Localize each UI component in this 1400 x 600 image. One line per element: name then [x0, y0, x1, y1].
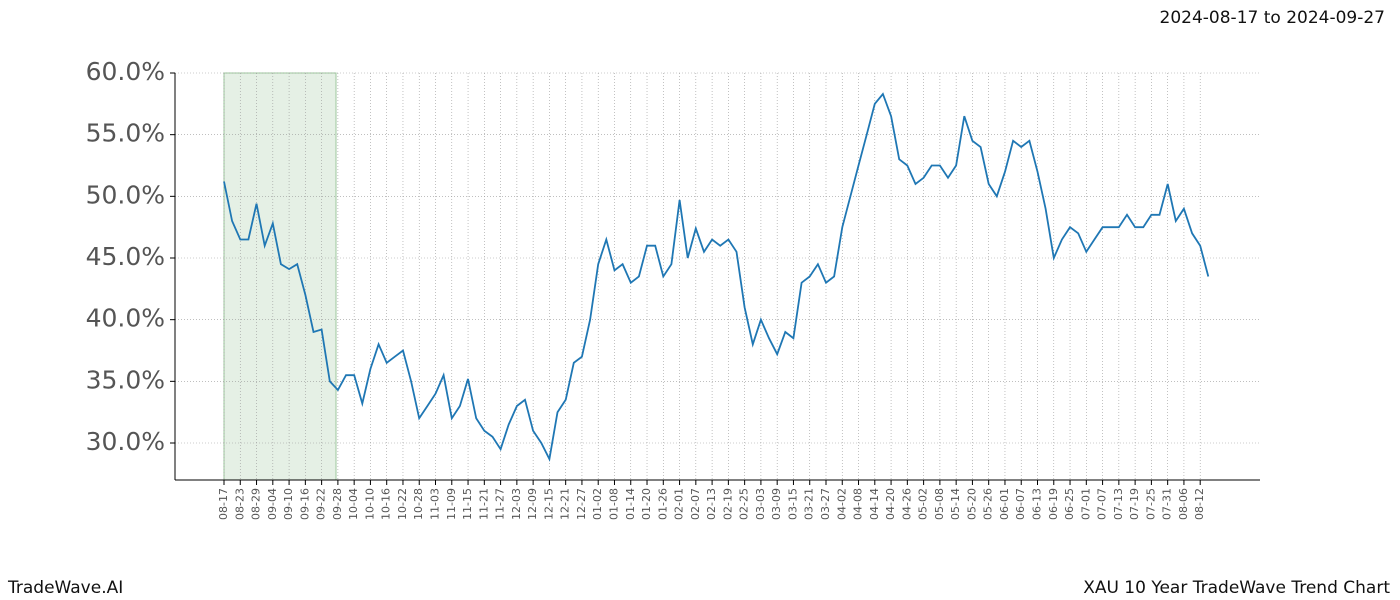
x-tick-label: 12-27 [575, 488, 588, 520]
x-tick-label: 03-27 [819, 488, 832, 520]
x-tick-label: 04-08 [852, 488, 865, 520]
x-tick-label: 10-04 [347, 488, 360, 520]
x-tick-label: 11-21 [477, 488, 490, 520]
x-tick-label: 09-16 [298, 488, 311, 520]
x-tick-label: 08-23 [233, 488, 246, 520]
x-tick-label: 02-07 [689, 488, 702, 520]
y-tick-label: 55.0% [86, 119, 165, 148]
x-tick-label: 10-28 [412, 488, 425, 520]
x-tick-label: 10-16 [380, 488, 393, 520]
x-tick-label: 08-17 [217, 488, 230, 520]
x-tick-label: 03-21 [803, 488, 816, 520]
y-tick-label: 60.0% [86, 57, 165, 86]
x-tick-label: 08-06 [1177, 488, 1190, 520]
x-tick-label: 01-08 [607, 488, 620, 520]
x-tick-label: 02-13 [705, 488, 718, 520]
x-tick-label: 06-13 [1031, 488, 1044, 520]
x-tick-label: 04-02 [835, 488, 848, 520]
x-tick-label: 07-01 [1079, 488, 1092, 520]
x-tick-label: 12-03 [510, 488, 523, 520]
x-tick-label: 03-09 [770, 488, 783, 520]
y-tick-label: 45.0% [86, 242, 165, 271]
x-tick-label: 04-20 [884, 488, 897, 520]
x-tick-label: 09-22 [315, 488, 328, 520]
chart-title: 2024-08-17 to 2024-09-27 [1160, 8, 1385, 28]
x-tick-label: 08-29 [250, 488, 263, 520]
footer-left: TradeWave.AI [7, 578, 123, 598]
x-tick-label: 02-25 [738, 488, 751, 520]
highlight-range [223, 72, 337, 481]
x-tick-label: 02-19 [721, 488, 734, 520]
x-tick-label: 10-22 [396, 488, 409, 520]
x-tick-label: 12-09 [526, 488, 539, 520]
x-tick-label: 09-04 [266, 488, 279, 520]
x-tick-label: 01-26 [656, 488, 669, 520]
x-tick-label: 04-26 [900, 488, 913, 520]
y-tick-label: 50.0% [86, 180, 165, 209]
x-tick-label: 03-03 [754, 488, 767, 520]
x-tick-label: 09-28 [331, 488, 344, 520]
x-tick-label: 05-20 [965, 488, 978, 520]
x-tick-label: 05-26 [982, 488, 995, 520]
x-tick-label: 01-14 [624, 488, 637, 520]
x-tick-label: 04-14 [868, 488, 881, 520]
y-tick-label: 40.0% [86, 304, 165, 333]
x-tick-label: 07-19 [1128, 488, 1141, 520]
x-tick-label: 09-10 [282, 488, 295, 520]
y-tick-label: 30.0% [86, 427, 165, 456]
x-tick-label: 05-08 [933, 488, 946, 520]
x-tick-label: 06-19 [1047, 488, 1060, 520]
x-tick-label: 06-01 [998, 488, 1011, 520]
x-tick-label: 11-15 [461, 488, 474, 520]
x-tick-label: 08-12 [1193, 488, 1206, 520]
x-tick-label: 05-14 [949, 488, 962, 520]
x-tick-label: 06-07 [1014, 488, 1027, 520]
x-tick-label: 01-02 [591, 488, 604, 520]
x-tick-label: 03-15 [786, 488, 799, 520]
x-tick-label: 12-15 [542, 488, 555, 520]
x-tick-label: 07-31 [1161, 488, 1174, 520]
x-tick-label: 11-27 [494, 488, 507, 520]
x-tick-label: 02-01 [673, 488, 686, 520]
x-tick-label: 05-02 [917, 488, 930, 520]
trend-line [223, 92, 1210, 462]
footer-right: XAU 10 Year TradeWave Trend Chart [1083, 578, 1390, 598]
x-tick-label: 07-25 [1144, 488, 1157, 520]
y-tick-label: 35.0% [86, 365, 165, 394]
x-tick-label: 11-09 [445, 488, 458, 520]
x-tick-label: 01-20 [640, 488, 653, 520]
x-tick-label: 07-13 [1112, 488, 1125, 520]
x-tick-label: 07-07 [1096, 488, 1109, 520]
x-tick-label: 11-03 [429, 488, 442, 520]
x-tick-label: 06-25 [1063, 488, 1076, 520]
x-tick-label: 12-21 [559, 488, 572, 520]
x-tick-label: 10-10 [363, 488, 376, 520]
